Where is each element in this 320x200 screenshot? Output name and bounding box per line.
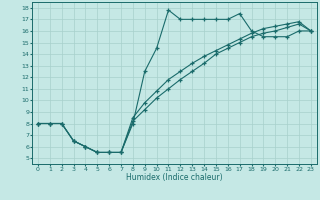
X-axis label: Humidex (Indice chaleur): Humidex (Indice chaleur) [126, 173, 223, 182]
